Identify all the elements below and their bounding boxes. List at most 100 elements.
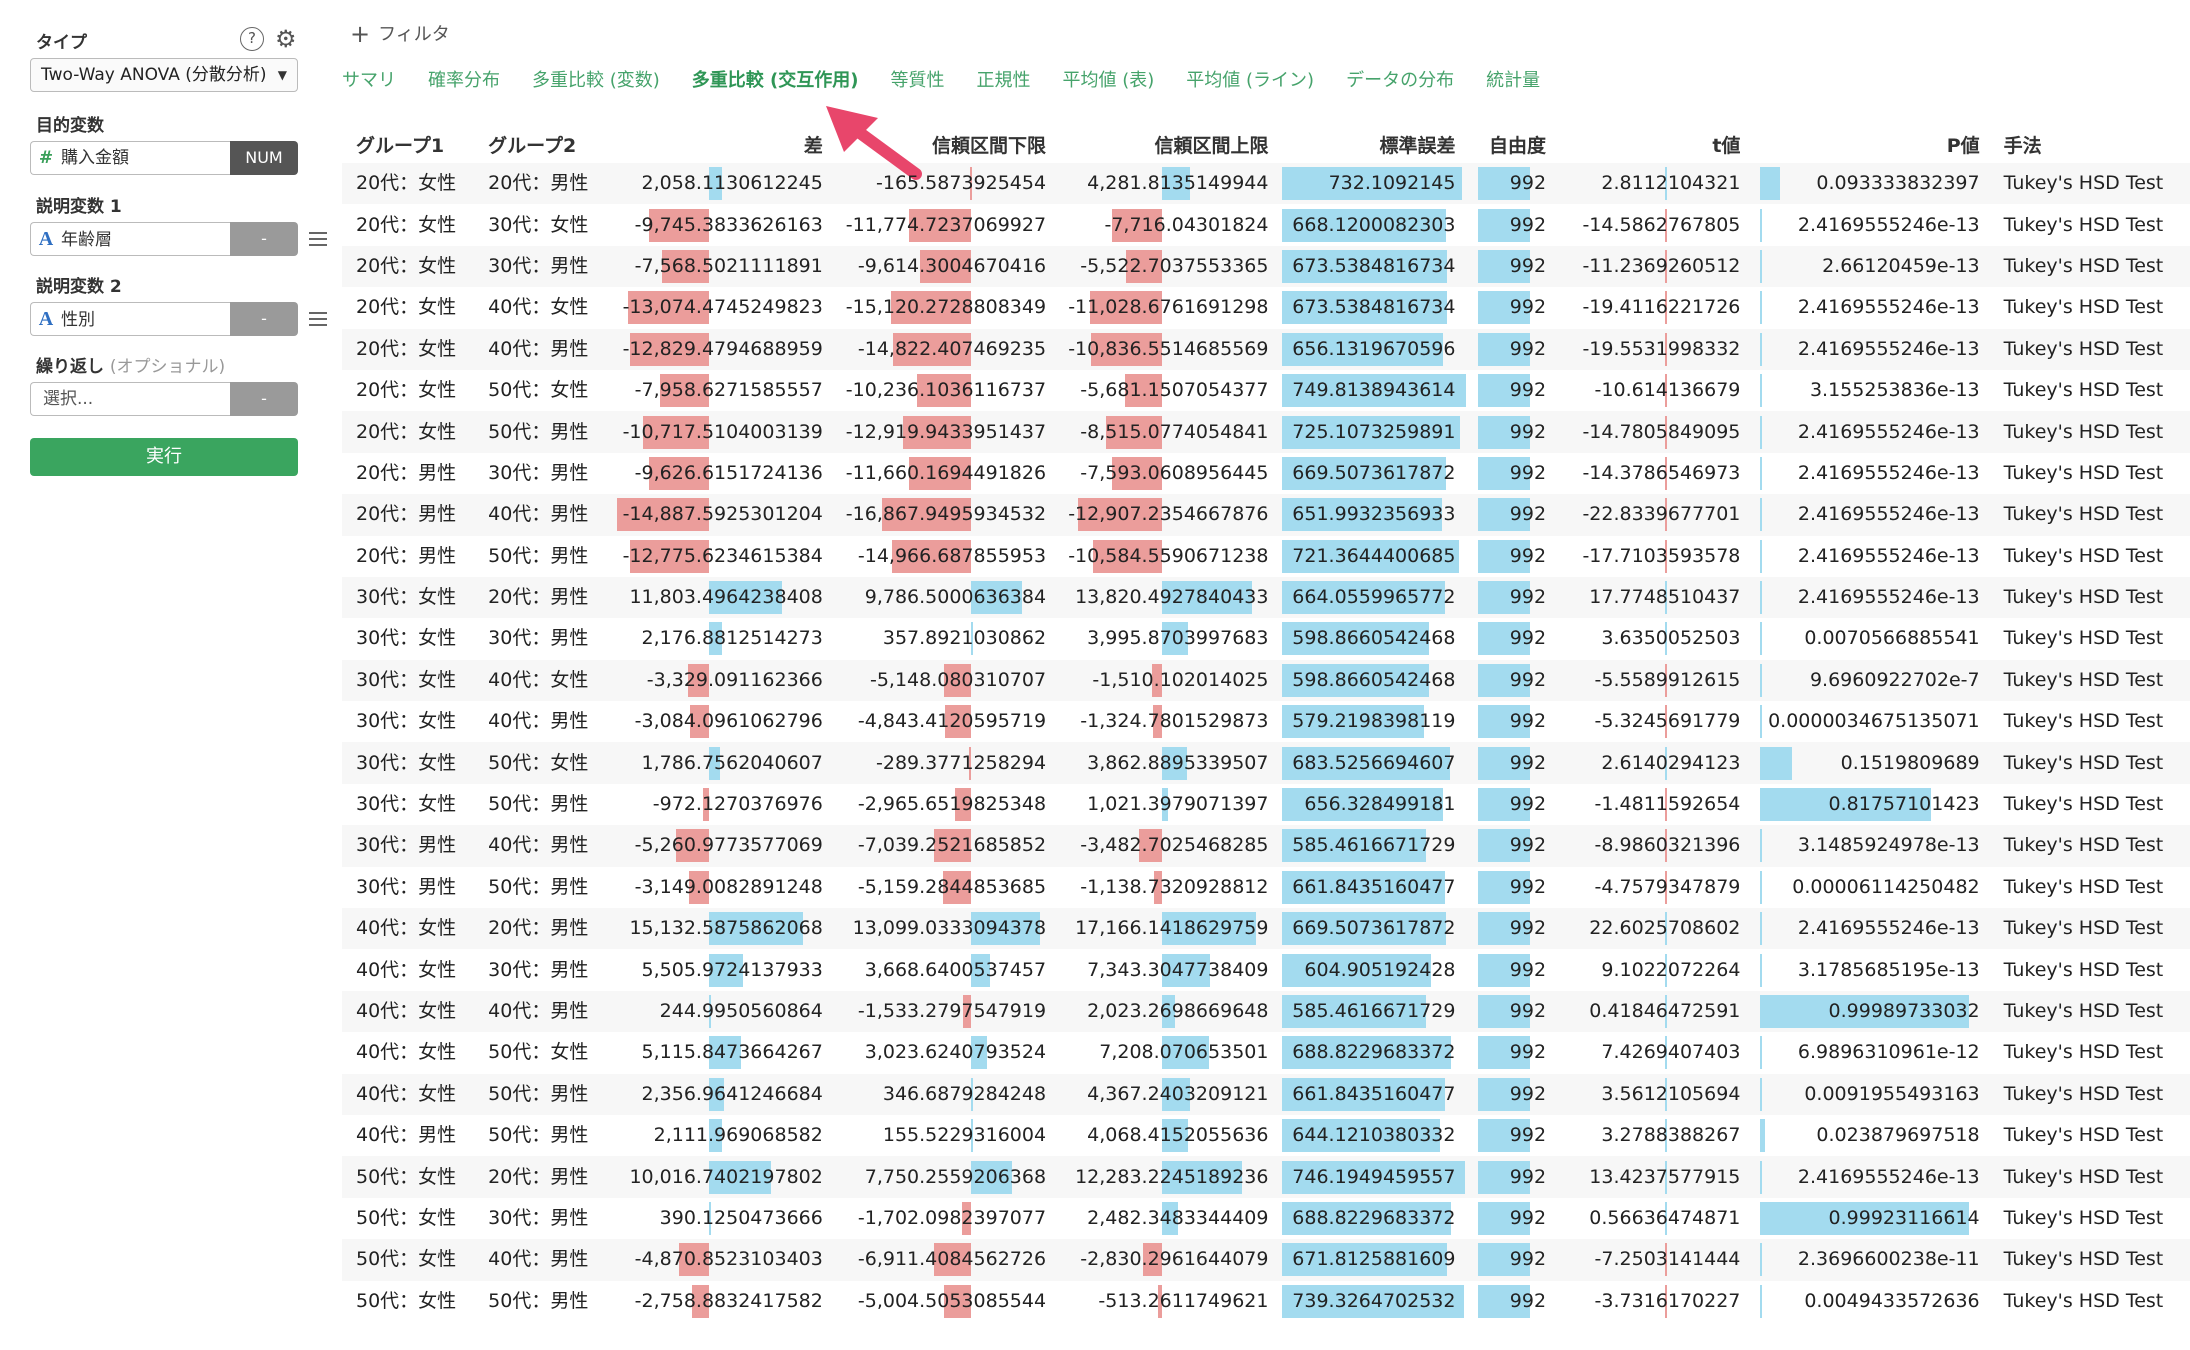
cell-text: 50代：女性 [488, 1041, 589, 1064]
cell-std-error: 585.4616671729 [1278, 990, 1466, 1033]
value-bar [1760, 953, 1763, 987]
value-bar [1760, 415, 1763, 449]
cell-text: -972.1270376976 [652, 793, 823, 816]
column-header-method[interactable]: 手法 [2003, 134, 2042, 157]
cell-text: 20代：男性 [356, 461, 457, 484]
cell-diff: -7,568.5021111891 [601, 245, 833, 288]
run-button[interactable]: 実行 [30, 438, 298, 476]
cell-text: -11,660.1694491826 [845, 461, 1047, 484]
cell-text: -15,120.2728808349 [845, 296, 1047, 319]
cell-df: 992 [1466, 536, 1557, 577]
column-header-df[interactable]: 自由度 [1489, 134, 1547, 157]
value-bar [969, 167, 972, 201]
value-bar [1665, 829, 1667, 863]
table-row: 20代：男性 50代：男性 -12,775.6234615384 -14,966.68… [342, 536, 2190, 577]
tab-3[interactable]: 多重比較 (交互作用) [691, 70, 859, 91]
tab-6[interactable]: 平均値 (表) [1062, 70, 1155, 91]
cell-text: -10,584.5590671238 [1068, 544, 1269, 567]
table-row: 20代：女性 40代：女性 -13,074.4745249823 -15,120.27… [342, 287, 2190, 328]
value-bar [1111, 208, 1162, 242]
value-bar [1153, 705, 1162, 739]
menu-icon[interactable] [309, 232, 327, 246]
cell-diff: -2,758.8832417582 [601, 1281, 832, 1322]
gear-icon[interactable]: ⚙ [275, 25, 297, 53]
tab-2[interactable]: 多重比較 (変数) [532, 70, 660, 91]
cell-text: -5,148.080310707 [869, 668, 1047, 691]
cell-ci-upper: -5,681.1507054377 [1056, 370, 1278, 411]
value-bar [1282, 539, 1460, 573]
cell-text: 40代：男性 [488, 503, 589, 526]
column-header-ci-upper[interactable]: 信頼区間上限 [1154, 134, 1269, 157]
target-variable-field[interactable]: # 購入金額 [30, 141, 230, 175]
value-bar [1760, 249, 1763, 283]
tab-0[interactable]: サマリ [342, 70, 396, 91]
cell-diff: -3,149.0082891248 [601, 867, 832, 908]
cell-p-value: 2.4169555246e-13 [1750, 453, 1989, 494]
cell-group1: 20代：女性 [342, 328, 475, 370]
table-row: 20代：男性 40代：男性 -14,887.5925301204 -16,867.94… [342, 494, 2190, 536]
cell-df: 992 [1466, 453, 1557, 494]
cell-df: 992 [1465, 494, 1557, 536]
cell-p-value: 0.1519809689 [1750, 742, 1990, 784]
cell-group2: 40代：女性 [474, 659, 602, 702]
help-icon[interactable]: ? [240, 27, 264, 51]
cell-text: 992 [1509, 379, 1547, 402]
value-bar [1760, 1284, 1763, 1318]
cell-text: 30代：男性 [488, 958, 589, 981]
column-header-diff[interactable]: 差 [803, 134, 823, 157]
explanatory-variable-1-field[interactable]: A 年齢層 [30, 222, 230, 256]
tab-9[interactable]: 統計量 [1486, 70, 1541, 91]
cell-text: 2.4169555246e-13 [1797, 213, 1980, 236]
table-row: 40代：女性 30代：男性 5,505.9724137933 3,668.640053… [342, 949, 2190, 990]
value-bar [708, 995, 711, 1028]
tab-7[interactable]: 平均値 (ライン) [1186, 70, 1315, 91]
cell-ci-upper: -10,584.5590671238 [1056, 536, 1278, 577]
tab-8[interactable]: データの分布 [1346, 70, 1455, 91]
column-header-t-value[interactable]: t値 [1712, 134, 1741, 157]
cell-text: -14,966.687855953 [857, 544, 1047, 567]
cell-text: Tukey's HSD Test [2003, 834, 2164, 857]
cell-text: -10.614136679 [1594, 379, 1741, 402]
column-header-std-error[interactable]: 標準誤差 [1379, 134, 1456, 157]
repeat-field[interactable]: 選択... [30, 382, 230, 416]
cell-text: 992 [1509, 834, 1547, 857]
explanatory-variable-1-option[interactable]: - [230, 222, 298, 256]
cell-p-value: 2.3696600238e-11 [1750, 1239, 1990, 1281]
cell-text: -14.5862767805 [1582, 213, 1741, 236]
value-bar [1760, 1160, 1763, 1194]
repeat-optional-text: (オプショナル) [109, 357, 226, 377]
column-header-group2[interactable]: グループ2 [488, 134, 577, 157]
value-bar [1477, 953, 1530, 987]
repeat-option[interactable]: - [230, 382, 298, 416]
explanatory-variable-2-option[interactable]: - [230, 302, 298, 336]
explanatory-variable-1-name: 年齢層 [61, 230, 112, 250]
explanatory-variable-2-field[interactable]: A 性別 [30, 302, 230, 336]
value-bar [1161, 581, 1252, 615]
table-row: 30代：女性 30代：男性 2,176.8812514273 357.89210308… [342, 618, 2190, 659]
analysis-type-select[interactable]: Two-Way ANOVA (分散分析) ▼ [30, 58, 298, 92]
value-bar [1282, 622, 1430, 656]
value-bar [1477, 539, 1530, 573]
value-bar [970, 1119, 973, 1153]
cell-group2: 30代：男性 [474, 949, 601, 990]
cell-t-value: -10.614136679 [1556, 370, 1750, 411]
cell-ci-upper: 13,820.4927840433 [1056, 576, 1279, 619]
table-body: 20代：女性 20代：男性 2,058.1130612245 -165.5873925… [342, 163, 2190, 1322]
column-header-p-value[interactable]: P値 [1946, 134, 1980, 157]
cell-text: -3,149.0082891248 [634, 875, 823, 898]
menu-icon[interactable] [309, 312, 327, 326]
cell-diff: -3,329.091162366 [601, 659, 833, 702]
target-variable-type-tag[interactable]: NUM [230, 141, 298, 175]
cell-text: 2,023.2698669648 [1087, 1000, 1269, 1022]
column-header-ci-lower[interactable]: 信頼区間下限 [932, 134, 1047, 157]
add-filter-button[interactable]: + フィルタ [350, 20, 450, 48]
tab-1[interactable]: 確率分布 [428, 70, 500, 91]
value-bar [955, 788, 971, 822]
cell-p-value: 3.1485924978e-13 [1750, 825, 1990, 867]
caret-down-icon: ▼ [277, 68, 287, 82]
tab-5[interactable]: 正規性 [976, 70, 1031, 91]
column-header-group1[interactable]: グループ1 [356, 134, 445, 157]
tab-4[interactable]: 等質性 [890, 70, 945, 91]
cell-t-value: 13.4237577915 [1556, 1156, 1751, 1198]
cell-std-error: 673.5384816734 [1278, 245, 1466, 288]
